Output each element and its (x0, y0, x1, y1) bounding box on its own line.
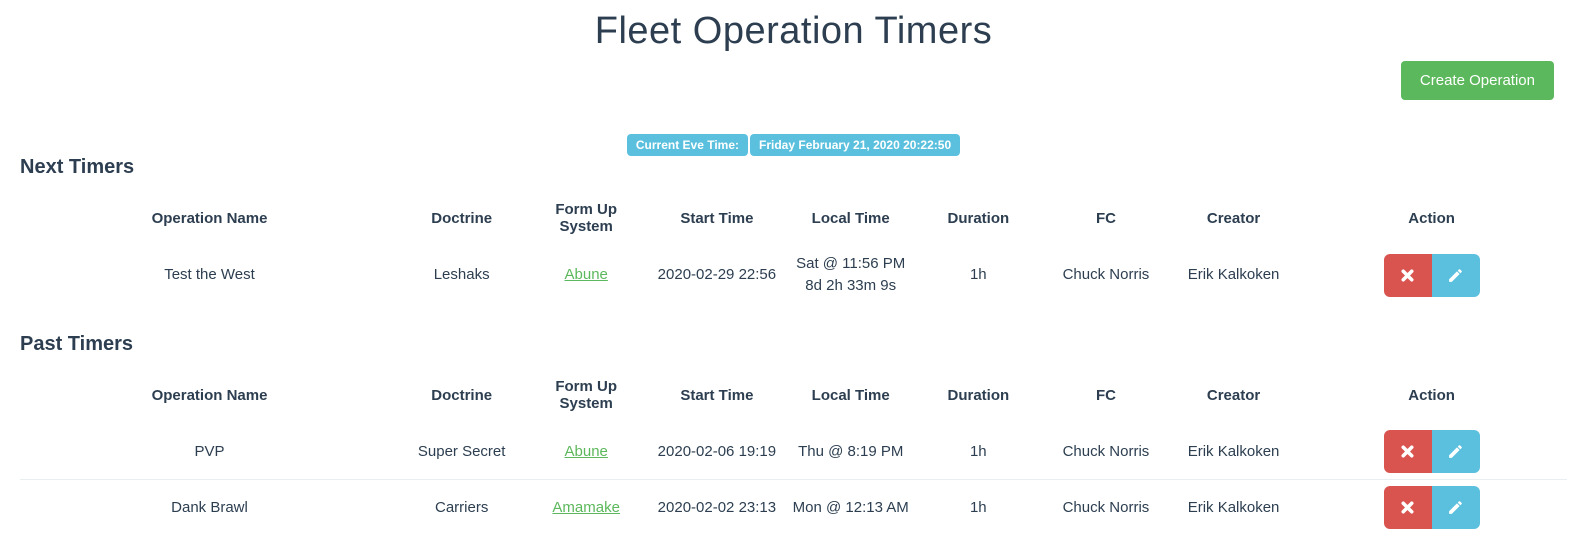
fc-cell: Chuck Norris (1062, 266, 1150, 283)
timer-row: Dank Brawl Carriers Amamake 2020-02-02 2… (20, 479, 1567, 535)
creator-cell: Erik Kalkoken (1170, 479, 1297, 535)
system-link[interactable]: Abune (564, 442, 608, 460)
table-header-row: Operation Name Doctrine Form Up System Star… (20, 193, 1567, 247)
local-time-cell: Sat @ 11:56 PM 8d 2h 33m 9s (786, 247, 916, 303)
local-time-cell: Mon @ 12:13 AM (785, 479, 916, 535)
local-time-cell: Thu @ 8:19 PM (786, 424, 916, 480)
edit-timer-button[interactable] (1431, 486, 1480, 529)
column-header-creator: Creator (1206, 386, 1261, 404)
column-header-action: Action (1408, 209, 1455, 227)
toolbar: Create Operation (20, 61, 1567, 100)
x-icon (1401, 501, 1414, 514)
page: Fleet Operation Timers Create Operation … (0, 10, 1587, 535)
past-timers-heading: Past Timers (20, 333, 134, 355)
doctrine-cell: Leshaks (433, 266, 490, 283)
fc-cell: Chuck Norris (1040, 479, 1171, 535)
start-time-cell: 2020-02-29 22:56 (657, 266, 777, 283)
eve-time-bar: Current Eve Time: Friday February 21, 202… (20, 134, 1567, 156)
column-header-fc: FC (1095, 209, 1116, 227)
fc-cell: Chuck Norris (1062, 442, 1150, 460)
section-past-timers: Past Timers Operation Name Doctrine Form U… (20, 333, 1567, 535)
action-button-group (1383, 430, 1480, 473)
column-header-creator: Creator (1206, 209, 1261, 227)
timer-row: PVP Super Secret Abune 2020-02-06 19:19 … (20, 424, 1567, 480)
next-timers-table: Operation Name Doctrine Form Up System Star… (20, 193, 1567, 303)
action-cell (1296, 424, 1567, 480)
start-time-cell: 2020-02-02 23:13 (648, 479, 786, 535)
action-button-group (1383, 486, 1480, 529)
duration-cell: 1h (969, 442, 987, 460)
eve-time-value-badge: Friday February 21, 2020 20:22:50 (750, 134, 961, 156)
delete-timer-button[interactable] (1383, 430, 1432, 473)
create-operation-button[interactable]: Create Operation (1400, 61, 1554, 100)
column-header-local-time: Local Time (811, 209, 890, 227)
eve-time-label-badge: Current Eve Time: (626, 134, 749, 156)
duration-cell: 1h (915, 479, 1041, 535)
column-header-local-time: Local Time (811, 386, 890, 404)
table-head: Operation Name Doctrine Form Up System Star… (20, 193, 1567, 247)
local-time-text: Mon @ 12:13 AM (792, 498, 909, 516)
form-up-system-cell: Amamake (524, 479, 649, 535)
operation-name-cell: Dank Brawl (20, 479, 400, 535)
edit-timer-button[interactable] (1431, 253, 1480, 297)
section-next-timers: Next Timers Operation Name Doctrine Form U… (20, 156, 1567, 303)
creator-cell: Erik Kalkoken (1187, 442, 1280, 460)
doctrine-cell: Carriers (399, 479, 525, 535)
edit-timer-button[interactable] (1431, 430, 1480, 473)
action-cell (1296, 479, 1567, 535)
column-header-duration: Duration (947, 386, 1010, 404)
column-header-fc: FC (1095, 386, 1116, 404)
table-head: Operation Name Doctrine Form Up System Star… (20, 370, 1567, 424)
column-header-doctrine: Doctrine (431, 386, 493, 404)
column-header-operation-name: Operation Name (151, 209, 268, 227)
duration-cell: 1h (969, 266, 987, 283)
next-timers-body: Test the West Leshaks Abune 2020-02-29 2… (20, 247, 1567, 303)
local-time-text: Thu @ 8:19 PM (798, 442, 904, 460)
table-header-row: Operation Name Doctrine Form Up System Star… (20, 370, 1567, 424)
x-icon (1401, 445, 1414, 458)
start-time-cell: 2020-02-06 19:19 (657, 442, 777, 460)
pencil-icon (1449, 268, 1462, 282)
column-header-operation-name: Operation Name (151, 386, 268, 404)
system-link[interactable]: Abune (564, 266, 608, 283)
timer-row: Test the West Leshaks Abune 2020-02-29 2… (20, 247, 1567, 303)
column-header-duration: Duration (947, 209, 1010, 227)
past-timers-table: Operation Name Doctrine Form Up System Star… (20, 370, 1567, 535)
system-link[interactable]: Amamake (552, 498, 620, 516)
column-header-form-up-system: Form Up System (555, 378, 618, 412)
operation-name-cell: Test the West (164, 266, 255, 283)
doctrine-cell: Super Secret (417, 442, 506, 460)
local-time-text: Sat @ 11:56 PM (796, 255, 906, 272)
column-header-doctrine: Doctrine (431, 209, 493, 227)
action-button-group (1383, 253, 1480, 297)
pencil-icon (1449, 445, 1462, 458)
next-timers-heading: Next Timers (20, 156, 135, 178)
column-header-start-time: Start Time (680, 386, 754, 404)
column-header-action: Action (1408, 386, 1455, 404)
delete-timer-button[interactable] (1383, 253, 1432, 297)
page-title: Fleet Operation Timers (594, 10, 993, 52)
form-up-system-cell: Abune (524, 247, 648, 303)
x-icon (1401, 268, 1414, 282)
pencil-icon (1449, 501, 1462, 514)
action-cell (1296, 247, 1567, 303)
delete-timer-button[interactable] (1383, 486, 1432, 529)
form-up-system-cell: Abune (524, 424, 648, 480)
past-timers-body: PVP Super Secret Abune 2020-02-06 19:19 … (20, 424, 1567, 535)
operation-name-cell: PVP (194, 442, 225, 460)
countdown-text: 8d 2h 33m 9s (805, 277, 897, 294)
creator-cell: Erik Kalkoken (1187, 266, 1280, 283)
column-header-form-up-system: Form Up System (555, 201, 618, 235)
column-header-start-time: Start Time (680, 209, 754, 227)
